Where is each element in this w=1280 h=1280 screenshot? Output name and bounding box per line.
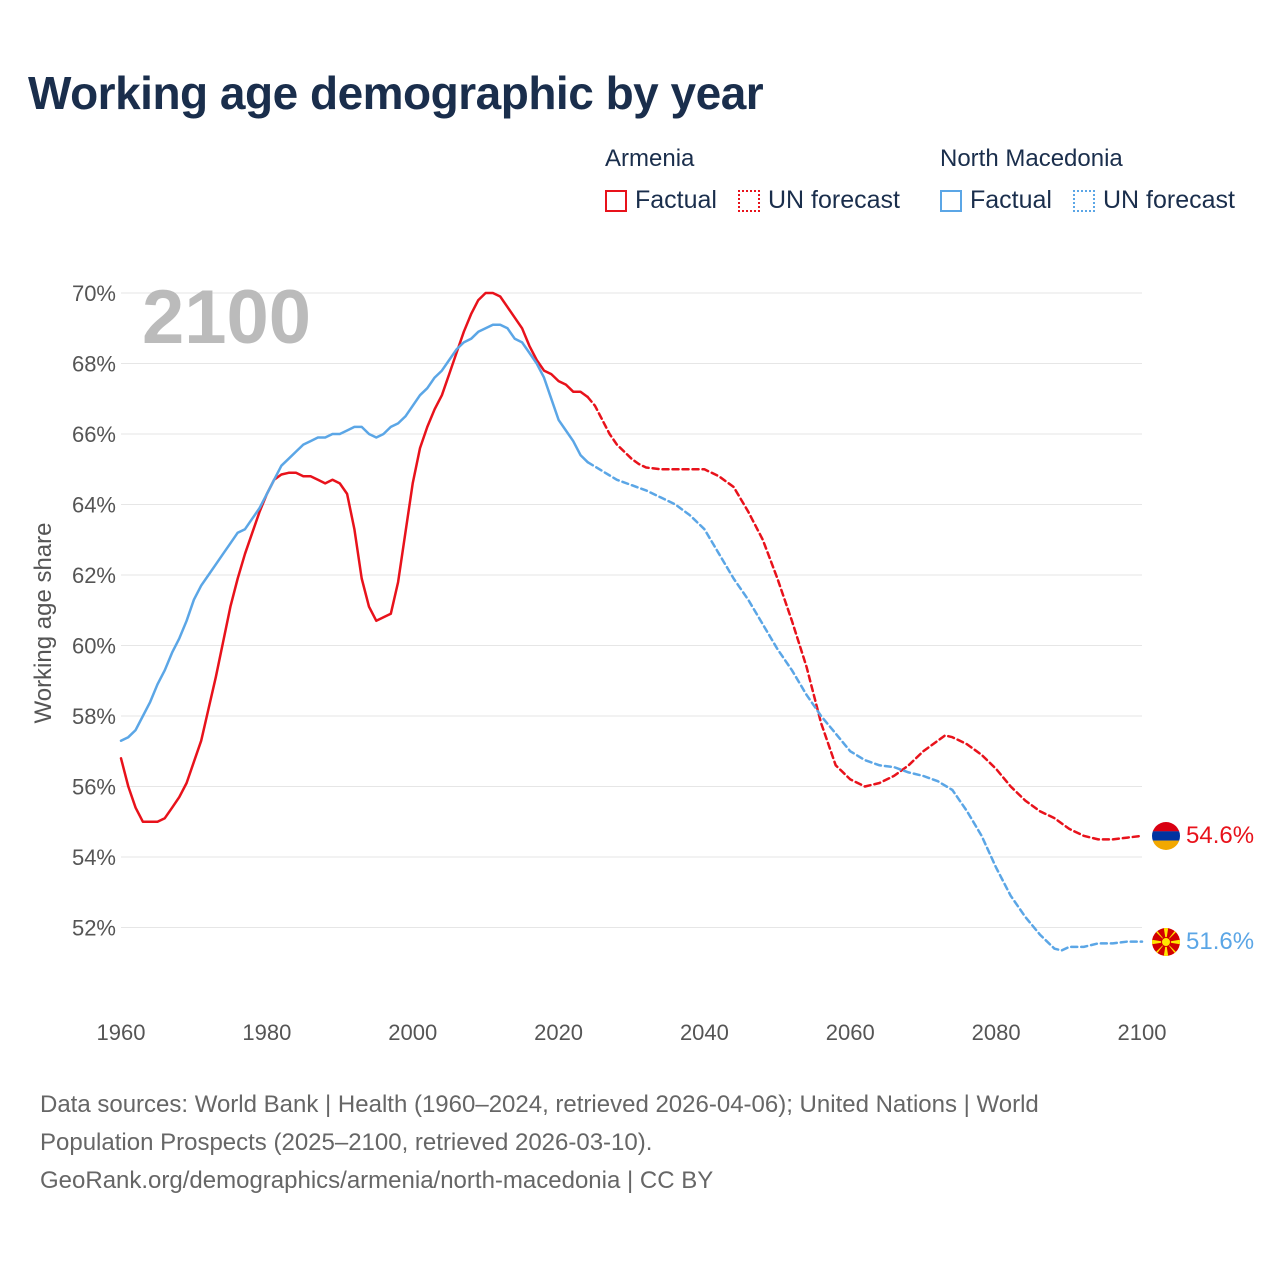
x-tick-label: 2060 [826, 1020, 875, 1045]
gridlines [121, 292, 1142, 928]
footer-sources: Data sources: World Bank | Health (1960–… [40, 1086, 1200, 1200]
legend-north-macedonia-factual-swatch [940, 189, 962, 212]
chart-title: Working age demographic by year [28, 67, 764, 119]
legend-armenia-forecast-label: UN forecast [768, 186, 900, 214]
x-tick-label: 2100 [1118, 1020, 1167, 1045]
armenia-end-value-label: 54.6% [1186, 822, 1254, 849]
north-macedonia-flag-icon [1152, 928, 1180, 956]
x-tick-label: 2040 [680, 1020, 729, 1045]
y-tick-label: 56% [72, 775, 116, 800]
legend-north-macedonia-title: North Macedonia [940, 145, 1123, 172]
y-tick-label: 68% [72, 352, 116, 377]
legend-north-macedonia-forecast-swatch [1073, 189, 1095, 212]
north-macedonia-factual-line[interactable] [119, 323, 589, 742]
y-tick-label: 70% [72, 281, 116, 306]
axes: 52% 54% 56% 58% 60% 62% 64% 66% 68% 70% 1960 1980 20… [72, 281, 1167, 1045]
y-tick-label: 54% [72, 845, 116, 870]
series [119, 291, 1144, 952]
armenia-forecast-line[interactable] [586, 395, 1144, 841]
x-tick-label: 2080 [972, 1020, 1021, 1045]
legend-armenia-factual-label: Factual [635, 186, 717, 214]
legend-armenia-title: Armenia [605, 145, 695, 172]
y-tick-label: 62% [72, 563, 116, 588]
footer-line-3[interactable]: GeoRank.org/demographics/armenia/north-m… [40, 1167, 714, 1194]
x-tick-label: 1980 [242, 1020, 291, 1045]
armenia-flag-icon [1152, 822, 1180, 850]
legend-north-macedonia-factual-label: Factual [970, 186, 1052, 214]
legend-armenia-factual-swatch [605, 189, 627, 212]
legend-north-macedonia-factual[interactable]: Factual [940, 186, 1052, 215]
legend-armenia-forecast[interactable]: UN forecast [738, 186, 900, 215]
y-tick-label: 60% [72, 634, 116, 659]
y-tick-label: 52% [72, 916, 116, 941]
north-macedonia-forecast-line[interactable] [586, 460, 1144, 952]
y-tick-label: 58% [72, 704, 116, 729]
year-display: 2100 [142, 275, 311, 360]
x-tick-label: 2000 [388, 1020, 437, 1045]
legend-north-macedonia-forecast[interactable]: UN forecast [1073, 186, 1235, 215]
y-tick-label: 64% [72, 493, 116, 518]
legend-armenia-forecast-swatch [738, 189, 760, 212]
north-macedonia-end-value-label: 51.6% [1186, 928, 1254, 955]
legend-armenia-factual[interactable]: Factual [605, 186, 717, 215]
armenia-factual-line[interactable] [119, 291, 589, 824]
x-tick-label: 1960 [97, 1020, 146, 1045]
legend-north-macedonia-forecast-label: UN forecast [1103, 186, 1235, 214]
y-tick-label: 66% [72, 422, 116, 447]
x-tick-label: 2020 [534, 1020, 583, 1045]
footer-line-2: Population Prospects (2025–2100, retriev… [40, 1129, 653, 1156]
y-axis-title: Working age share [30, 523, 57, 724]
footer-line-1: Data sources: World Bank | Health (1960–… [40, 1091, 1039, 1118]
